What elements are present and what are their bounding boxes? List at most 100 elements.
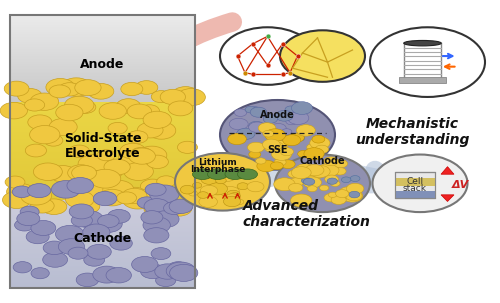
Bar bbox=[10, 137, 195, 138]
Circle shape bbox=[58, 239, 84, 255]
Bar bbox=[10, 284, 195, 285]
Bar bbox=[10, 171, 195, 172]
Circle shape bbox=[31, 268, 50, 279]
Bar bbox=[10, 178, 195, 179]
Bar bbox=[10, 35, 195, 36]
Bar bbox=[10, 266, 195, 267]
Bar bbox=[10, 150, 195, 152]
Bar bbox=[10, 205, 195, 206]
Bar bbox=[10, 127, 195, 128]
Bar bbox=[10, 280, 195, 281]
Circle shape bbox=[20, 186, 52, 205]
Circle shape bbox=[49, 118, 77, 135]
Bar bbox=[10, 204, 195, 205]
Bar bbox=[10, 133, 195, 134]
Bar bbox=[10, 122, 195, 123]
Bar bbox=[10, 143, 195, 144]
Bar bbox=[10, 58, 195, 60]
Bar bbox=[10, 192, 195, 193]
Bar bbox=[10, 197, 195, 198]
Circle shape bbox=[230, 193, 240, 199]
Circle shape bbox=[4, 81, 29, 96]
Circle shape bbox=[298, 126, 314, 136]
Bar bbox=[10, 106, 195, 107]
Circle shape bbox=[166, 201, 192, 216]
Bar bbox=[10, 154, 195, 155]
Circle shape bbox=[346, 191, 362, 201]
Circle shape bbox=[170, 267, 190, 279]
Bar bbox=[10, 202, 195, 203]
Bar bbox=[10, 93, 195, 94]
Circle shape bbox=[188, 191, 198, 196]
Text: Lithium: Lithium bbox=[198, 158, 237, 167]
Bar bbox=[10, 55, 195, 56]
Circle shape bbox=[127, 131, 148, 143]
Circle shape bbox=[62, 187, 82, 199]
Bar bbox=[10, 208, 195, 210]
Circle shape bbox=[291, 167, 311, 179]
Circle shape bbox=[120, 143, 146, 159]
Circle shape bbox=[79, 177, 103, 191]
Circle shape bbox=[170, 264, 198, 281]
Bar bbox=[10, 172, 195, 173]
Circle shape bbox=[56, 225, 84, 243]
Circle shape bbox=[305, 165, 324, 176]
Circle shape bbox=[169, 199, 193, 214]
Circle shape bbox=[276, 110, 293, 121]
Circle shape bbox=[145, 183, 166, 196]
Bar bbox=[10, 283, 195, 284]
Circle shape bbox=[168, 262, 189, 275]
Bar bbox=[10, 157, 195, 158]
Circle shape bbox=[110, 237, 132, 250]
Circle shape bbox=[237, 183, 248, 190]
Bar bbox=[10, 85, 195, 86]
Circle shape bbox=[216, 177, 226, 184]
Bar bbox=[10, 233, 195, 234]
Bar bbox=[10, 268, 195, 269]
Bar bbox=[10, 45, 195, 46]
Bar bbox=[10, 43, 195, 44]
Bar bbox=[10, 200, 195, 201]
Circle shape bbox=[98, 189, 126, 206]
Bar bbox=[10, 244, 195, 245]
Circle shape bbox=[200, 185, 218, 196]
Bar bbox=[10, 178, 195, 180]
Bar bbox=[10, 49, 195, 51]
Circle shape bbox=[105, 188, 124, 199]
Bar bbox=[10, 191, 195, 192]
Circle shape bbox=[199, 196, 218, 207]
Circle shape bbox=[24, 99, 44, 111]
Circle shape bbox=[262, 124, 274, 132]
Circle shape bbox=[245, 106, 256, 113]
Bar bbox=[10, 64, 195, 65]
Bar bbox=[10, 75, 195, 76]
Circle shape bbox=[160, 89, 186, 105]
Bar bbox=[395, 172, 435, 198]
Bar bbox=[10, 33, 195, 34]
Bar bbox=[10, 107, 195, 108]
Circle shape bbox=[30, 93, 58, 110]
Circle shape bbox=[283, 135, 300, 145]
Text: Cell: Cell bbox=[406, 177, 424, 186]
Bar bbox=[10, 265, 195, 266]
Bar bbox=[10, 111, 195, 112]
Circle shape bbox=[136, 81, 158, 94]
Circle shape bbox=[198, 192, 208, 198]
Bar bbox=[10, 132, 195, 133]
Circle shape bbox=[106, 268, 132, 283]
Bar bbox=[10, 99, 195, 101]
Circle shape bbox=[293, 107, 303, 113]
Bar bbox=[10, 201, 195, 202]
Circle shape bbox=[127, 104, 152, 119]
Circle shape bbox=[303, 177, 322, 188]
Circle shape bbox=[150, 185, 179, 203]
Bar bbox=[10, 215, 195, 216]
Circle shape bbox=[88, 83, 114, 99]
Circle shape bbox=[236, 199, 244, 205]
Bar bbox=[10, 259, 195, 261]
Bar bbox=[10, 164, 195, 165]
Bar bbox=[10, 104, 195, 105]
Bar bbox=[10, 69, 195, 71]
Bar bbox=[10, 261, 195, 262]
Bar bbox=[10, 239, 195, 241]
